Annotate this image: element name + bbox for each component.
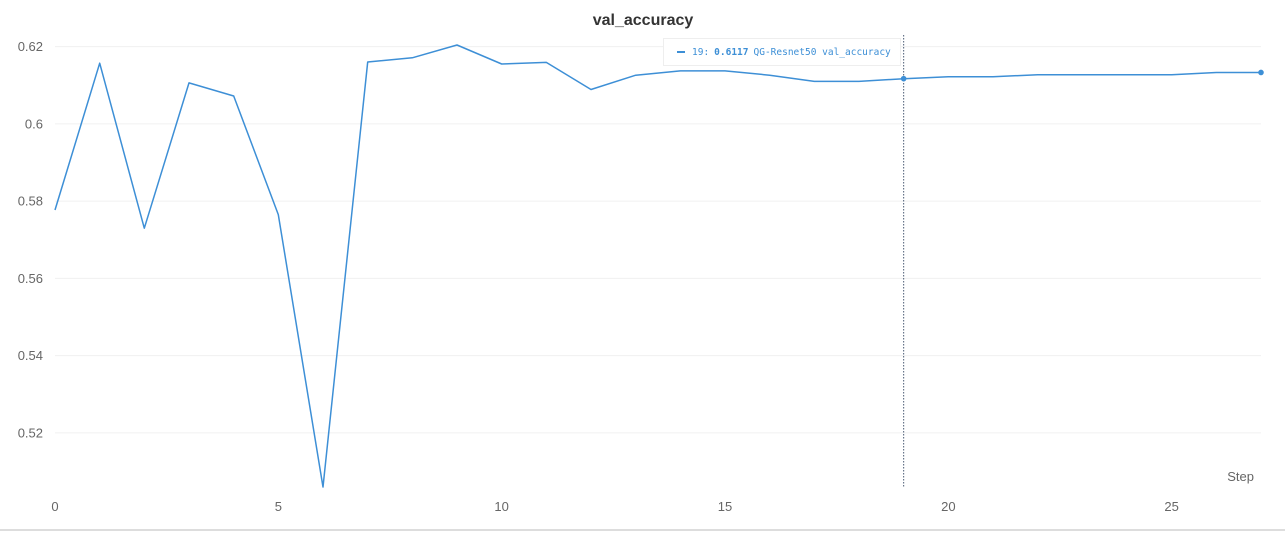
hover-point-marker [900,75,907,82]
chart-title: val_accuracy [593,12,694,29]
y-tick-label: 0.52 [18,425,43,440]
grid-lines [55,46,1261,434]
x-axis-label: Step [1227,469,1254,484]
y-tick-label: 0.62 [18,39,43,54]
y-tick-label: 0.54 [18,348,43,363]
tooltip-step: 19: [692,46,710,58]
x-tick-label: 0 [51,499,58,514]
panel-bottom-border [0,529,1285,531]
tooltip-series-name: QG-Resnet50 val_accuracy [753,46,891,58]
y-tick-labels: 0.52 0.54 0.56 0.58 0.6 0.62 [18,39,43,440]
hover-tooltip: 19: 0.6117 QG-Resnet50 val_accuracy [663,38,901,66]
last-point-marker [1258,69,1264,76]
x-tick-label: 10 [494,499,508,514]
x-tick-label: 25 [1164,499,1178,514]
x-tick-label: 5 [275,499,282,514]
x-tick-labels: 0 5 10 15 20 25 [51,499,1179,514]
y-tick-label: 0.6 [25,116,43,131]
series-line [54,44,1261,488]
tooltip-value: 0.6117 [714,46,749,58]
series-swatch-icon [677,51,685,53]
y-tick-label: 0.56 [18,271,43,286]
x-tick-label: 15 [718,499,732,514]
x-tick-label: 20 [941,499,955,514]
y-tick-label: 0.58 [18,194,43,209]
